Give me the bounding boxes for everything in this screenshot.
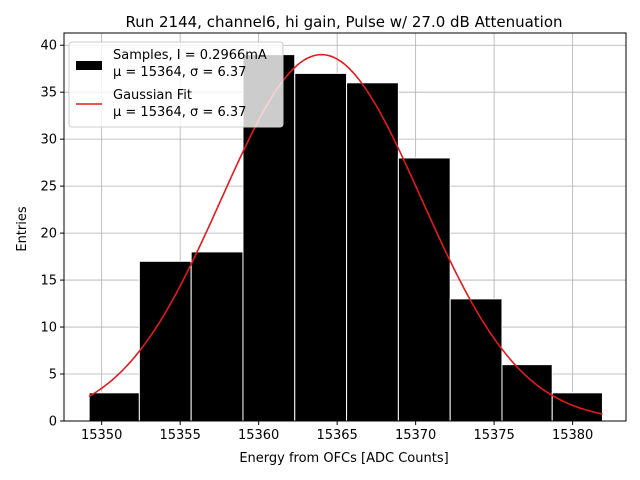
histogram-bar [449,298,503,422]
histogram-bar [397,157,451,422]
histogram-bars [88,54,603,422]
x-tick-label: 15365 [316,428,357,443]
y-axis-label: Entries [15,206,30,252]
histogram-bar [190,251,244,422]
histogram-bar [294,72,348,422]
y-tick-label: 40 [40,39,57,54]
plot-frame [63,32,627,422]
x-tick-label: 15355 [159,428,200,443]
x-tick-label: 15375 [473,428,514,443]
y-tick-label: 25 [40,180,57,195]
y-tick-label: 5 [49,368,57,383]
y-tick-label: 20 [40,227,57,242]
histogram-bar [501,364,553,422]
legend: Samples, I = 0.2966mA μ = 15364, σ = 6.3… [68,41,284,128]
legend-fit-line1: Gaussian Fit [113,88,192,103]
x-axis-ticks: 15350 15355 15360 15365 15370 15375 15380 [81,421,593,443]
x-tick-label: 15360 [238,428,279,443]
x-axis-label: Energy from OFCs [ADC Counts] [239,451,448,466]
y-axis-ticks: 0 5 10 15 20 25 30 35 40 [40,39,64,430]
gaussian-fit-curve [88,53,603,415]
y-tick-label: 35 [40,86,57,101]
x-tick-label: 15370 [395,428,436,443]
legend-box [68,41,284,128]
x-tick-label: 15350 [81,428,122,443]
x-tick-label: 15380 [552,428,593,443]
legend-samples-line1: Samples, I = 0.2966mA [113,48,267,63]
gaussian-fit [88,53,603,415]
legend-swatch-samples [76,61,102,70]
y-tick-label: 0 [49,415,57,430]
chart-title: Run 2144, channel6, hi gain, Pulse w/ 27… [125,13,562,31]
histogram-bar [138,260,192,422]
y-tick-label: 30 [40,133,57,148]
y-tick-label: 15 [40,274,57,289]
legend-samples-line2: μ = 15364, σ = 6.37 [113,65,246,80]
histogram-bar [88,392,140,422]
y-tick-label: 10 [40,321,57,336]
legend-fit-line2: μ = 15364, σ = 6.37 [113,105,246,120]
